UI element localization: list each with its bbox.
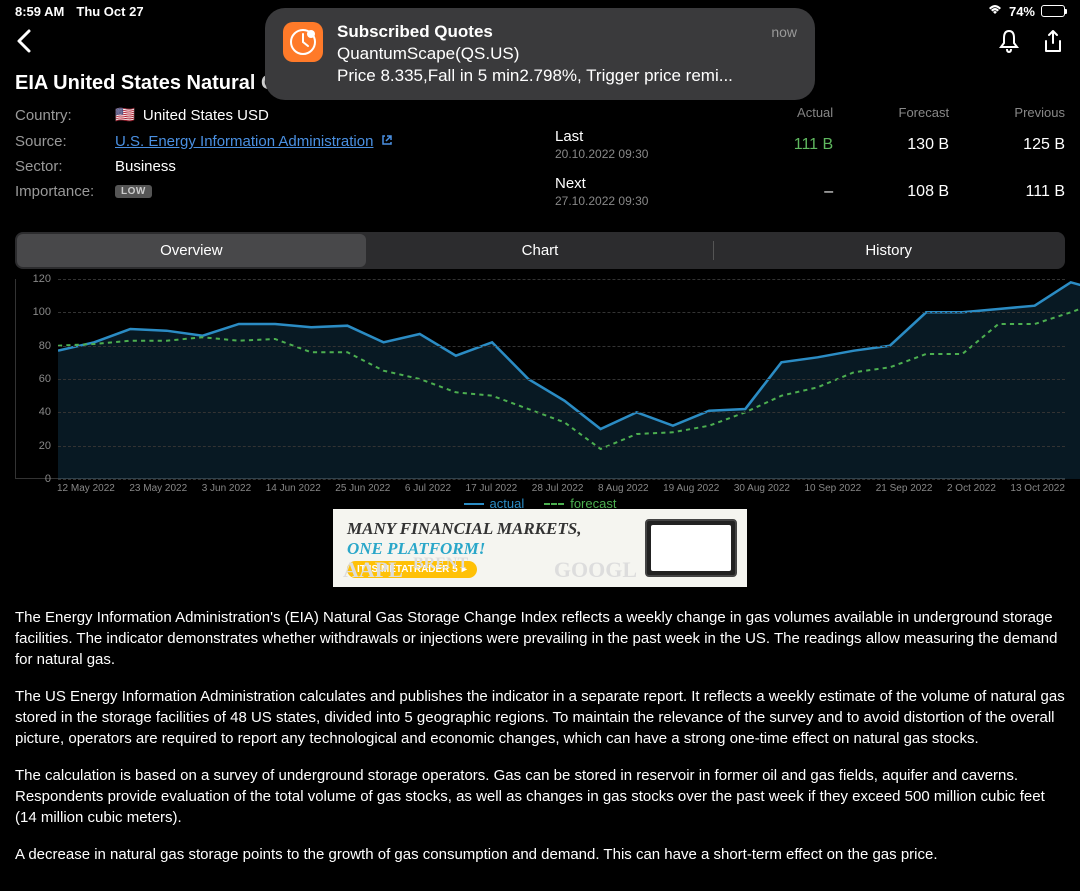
- y-tick: 100: [16, 306, 51, 318]
- tab-history[interactable]: History: [714, 234, 1063, 267]
- actual-value: –: [717, 183, 833, 201]
- y-tick: 40: [16, 406, 51, 418]
- x-tick: 3 Jun 2022: [202, 483, 252, 494]
- source-label: Source:: [15, 133, 115, 150]
- x-tick: 2 Oct 2022: [947, 483, 996, 494]
- x-tick: 23 May 2022: [129, 483, 187, 494]
- tab-overview[interactable]: Overview: [17, 234, 366, 267]
- x-tick: 8 Aug 2022: [598, 483, 649, 494]
- status-time: 8:59 AM: [15, 4, 64, 19]
- notification-subtitle: QuantumScape(QS.US): [337, 44, 797, 64]
- y-tick: 20: [16, 440, 51, 452]
- previous-value: 111 B: [949, 183, 1065, 201]
- x-tick: 28 Jul 2022: [532, 483, 584, 494]
- wifi-icon: [987, 3, 1003, 19]
- notification-time: now: [771, 24, 797, 40]
- description-paragraph: The Energy Information Administration's …: [15, 607, 1065, 670]
- ad-banner[interactable]: AAPL BRENT GOOGL MANY FINANCIAL MARKETS,…: [333, 509, 747, 587]
- previous-value: 125 B: [949, 136, 1065, 154]
- sector-value: Business: [115, 158, 176, 175]
- ad-bg-word: AAPL: [343, 557, 403, 583]
- y-tick: 0: [16, 473, 51, 485]
- table-row: Last 20.10.2022 09:30111 B130 B125 B: [555, 128, 1065, 161]
- country-flag-icon: 🇺🇸: [115, 105, 135, 125]
- actual-value: 111 B: [717, 136, 833, 154]
- y-tick: 60: [16, 373, 51, 385]
- forecast-value: 108 B: [833, 183, 949, 201]
- table-row: Next 27.10.2022 09:30–108 B111 B: [555, 175, 1065, 208]
- notification-banner[interactable]: Subscribed Quotes now QuantumScape(QS.US…: [265, 8, 815, 100]
- back-button[interactable]: [15, 27, 33, 62]
- description-section: The Energy Information Administration's …: [0, 597, 1080, 891]
- external-link-icon: [381, 134, 393, 149]
- importance-badge: LOW: [115, 185, 152, 198]
- x-tick: 6 Jul 2022: [405, 483, 451, 494]
- importance-label: Importance:: [15, 183, 115, 200]
- description-paragraph: The calculation is based on a survey of …: [15, 765, 1065, 828]
- y-tick: 120: [16, 273, 51, 285]
- notification-message: Price 8.335,Fall in 5 min2.798%, Trigger…: [337, 66, 797, 86]
- row-label: Next: [555, 175, 717, 192]
- description-paragraph: The US Energy Information Administration…: [15, 686, 1065, 749]
- table-header: Previous: [949, 105, 1065, 120]
- tab-bar: OverviewChartHistory: [15, 232, 1065, 269]
- notification-title: Subscribed Quotes: [337, 22, 493, 42]
- battery-icon: [1041, 5, 1065, 17]
- table-header: [555, 105, 717, 120]
- ad-headline-1: MANY FINANCIAL MARKETS,: [347, 519, 581, 539]
- forecast-value: 130 B: [833, 136, 949, 154]
- sector-label: Sector:: [15, 158, 115, 175]
- x-tick: 17 Jul 2022: [466, 483, 518, 494]
- x-tick: 25 Jun 2022: [335, 483, 390, 494]
- notification-app-icon: [283, 22, 323, 62]
- table-header: Actual: [717, 105, 833, 120]
- x-tick: 14 Jun 2022: [266, 483, 321, 494]
- data-table: ActualForecastPrevious Last 20.10.2022 09…: [555, 105, 1065, 222]
- x-tick: 12 May 2022: [57, 483, 115, 494]
- row-timestamp: 20.10.2022 09:30: [555, 147, 717, 161]
- share-icon[interactable]: [1041, 29, 1065, 60]
- ad-device-image: [645, 519, 737, 577]
- tab-chart[interactable]: Chart: [366, 234, 715, 267]
- country-value: United States USD: [143, 107, 269, 124]
- status-date: Thu Oct 27: [76, 4, 143, 19]
- x-tick: 19 Aug 2022: [663, 483, 719, 494]
- x-tick: 30 Aug 2022: [734, 483, 790, 494]
- chart-container: 020406080100120 12 May 202223 May 20223 …: [15, 279, 1065, 499]
- info-panel: Country: 🇺🇸 United States USD Source: U.…: [15, 105, 515, 222]
- table-header: Forecast: [833, 105, 949, 120]
- source-link[interactable]: U.S. Energy Information Administration: [115, 133, 373, 150]
- y-tick: 80: [16, 340, 51, 352]
- country-label: Country:: [15, 107, 115, 124]
- description-paragraph: A decrease in natural gas storage points…: [15, 844, 1065, 865]
- row-label: Last: [555, 128, 717, 145]
- battery-pct: 74%: [1009, 4, 1035, 19]
- ad-bg-word: GOOGL: [554, 557, 637, 583]
- notifications-icon[interactable]: [997, 29, 1021, 60]
- x-tick: 13 Oct 2022: [1010, 483, 1064, 494]
- x-tick: 10 Sep 2022: [805, 483, 862, 494]
- ad-bg-word: BRENT: [413, 555, 468, 573]
- row-timestamp: 27.10.2022 09:30: [555, 194, 717, 208]
- x-tick: 21 Sep 2022: [876, 483, 933, 494]
